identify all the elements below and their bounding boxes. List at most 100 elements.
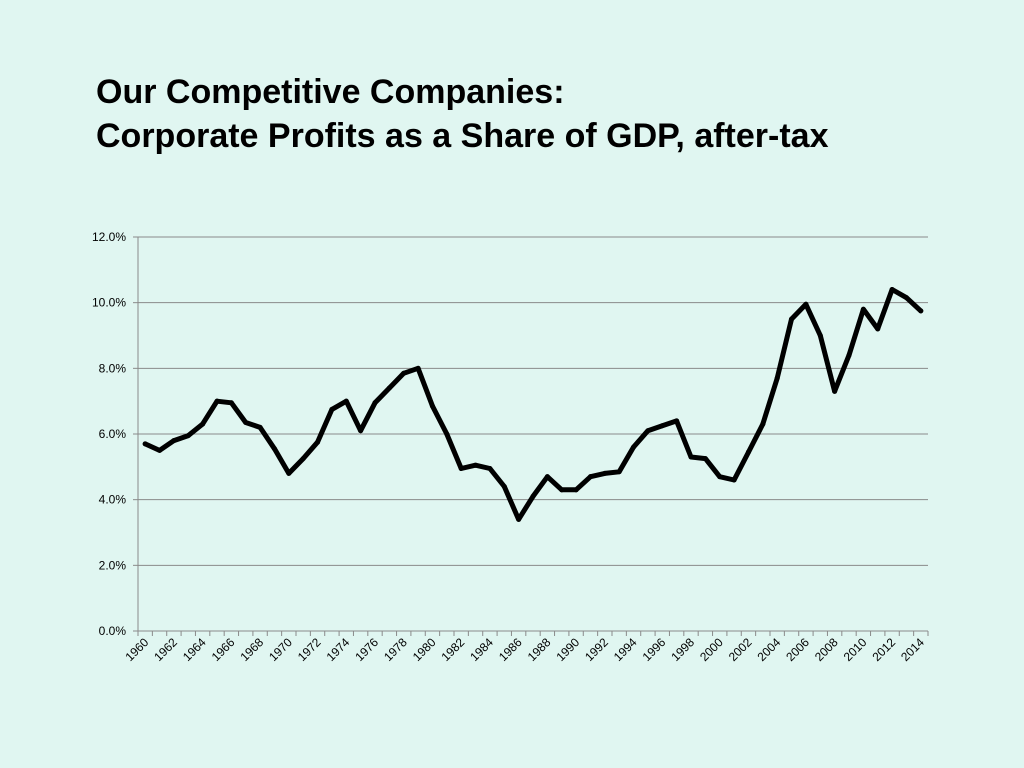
x-tick-label: 1982	[439, 635, 468, 664]
x-tick-label: 2002	[726, 635, 755, 664]
y-tick-label: 8.0%	[99, 361, 127, 375]
slide-title-line-2: Corporate Profits as a Share of GDP, aft…	[96, 117, 829, 155]
chart-series	[142, 287, 924, 522]
data-point	[386, 385, 392, 391]
data-point	[559, 487, 565, 493]
data-point	[415, 365, 421, 371]
data-point	[645, 428, 651, 434]
data-point	[142, 441, 148, 447]
x-tick-label: 1984	[467, 635, 496, 664]
data-point	[616, 469, 622, 475]
data-point	[903, 295, 909, 301]
x-tick-label: 1970	[266, 635, 295, 664]
data-point	[530, 493, 536, 499]
data-point	[343, 398, 349, 404]
data-point	[602, 470, 608, 476]
data-point	[458, 465, 464, 471]
x-tick-label: 1966	[209, 635, 238, 664]
x-tick-label: 1960	[123, 635, 152, 664]
data-point	[214, 398, 220, 404]
data-point	[544, 474, 550, 480]
y-tick-label: 0.0%	[99, 624, 127, 638]
data-point	[587, 474, 593, 480]
data-point	[717, 474, 723, 480]
data-point	[745, 449, 751, 455]
data-point	[185, 433, 191, 439]
data-point	[573, 487, 579, 493]
x-tick-label: 1962	[151, 635, 180, 664]
data-point	[760, 421, 766, 427]
data-point	[487, 465, 493, 471]
data-point	[243, 420, 249, 426]
x-tick-label: 2004	[755, 635, 784, 664]
data-point	[271, 446, 277, 452]
x-tick-label: 1968	[237, 635, 266, 664]
x-axis-tick-labels: 1960 1962 1964 1966 1968 1970 1972 1974 1976 1978…	[123, 635, 928, 664]
x-tick-label: 1964	[180, 635, 209, 664]
data-point	[286, 470, 292, 476]
x-tick-label: 2010	[841, 635, 870, 664]
x-tick-label: 1974	[324, 635, 353, 664]
x-tick-label: 1980	[410, 635, 439, 664]
y-tick-label: 6.0%	[99, 427, 127, 441]
x-tick-label: 2006	[783, 635, 812, 664]
data-point	[157, 447, 163, 453]
x-tick-label: 1978	[381, 635, 410, 664]
series-line	[142, 287, 924, 522]
data-point	[401, 370, 407, 376]
x-tick-label: 1972	[295, 635, 324, 664]
y-tick-label: 2.0%	[99, 558, 127, 572]
data-point	[372, 400, 378, 406]
x-tick-label: 1992	[582, 635, 611, 664]
y-tick-label: 4.0%	[99, 493, 127, 507]
data-point	[171, 438, 177, 444]
y-tick-label: 12.0%	[92, 230, 126, 244]
data-point	[889, 287, 895, 293]
data-point	[803, 301, 809, 307]
data-point	[228, 400, 234, 406]
data-point	[473, 462, 479, 468]
data-point	[631, 444, 637, 450]
data-point	[200, 421, 206, 427]
x-tick-label: 1988	[525, 635, 554, 664]
data-point	[817, 333, 823, 338]
data-point	[846, 352, 852, 358]
data-point	[329, 406, 335, 412]
chart-gridlines	[138, 236, 928, 566]
x-tick-label: 1994	[611, 635, 640, 664]
data-point	[516, 516, 522, 522]
x-tick-label: 2014	[898, 635, 927, 664]
x-tick-label: 2012	[869, 635, 898, 664]
data-point	[774, 375, 780, 381]
data-point	[257, 424, 263, 430]
data-point	[358, 428, 364, 434]
x-tick-label: 1976	[352, 635, 381, 664]
data-point	[832, 388, 838, 394]
data-point	[300, 456, 306, 462]
x-tick-label: 1990	[553, 635, 582, 664]
x-tick-label: 1996	[640, 635, 669, 664]
data-point	[674, 418, 680, 424]
data-point	[702, 456, 708, 462]
y-axis-tick-labels: 0.0% 2.0% 4.0% 6.0% 8.0% 10.0% 12.0%	[92, 230, 126, 638]
data-point	[789, 316, 795, 322]
x-tick-label: 1998	[668, 635, 697, 664]
data-point	[501, 484, 507, 490]
data-point	[688, 454, 694, 460]
data-point	[444, 431, 450, 437]
y-tick-label: 10.0%	[92, 296, 126, 310]
slide-title: Our Competitive Companies: Corporate Pro…	[96, 70, 828, 158]
x-tick-label: 2008	[812, 635, 841, 664]
x-tick-label: 2000	[697, 635, 726, 664]
slide-title-line-1: Our Competitive Companies:	[96, 73, 565, 111]
data-point	[315, 439, 321, 445]
x-tick-label: 1986	[496, 635, 525, 664]
data-point	[731, 477, 737, 483]
chart-axes	[133, 236, 929, 636]
data-point	[875, 326, 881, 332]
data-point	[860, 306, 866, 312]
data-point	[429, 403, 435, 409]
data-point	[918, 308, 924, 314]
